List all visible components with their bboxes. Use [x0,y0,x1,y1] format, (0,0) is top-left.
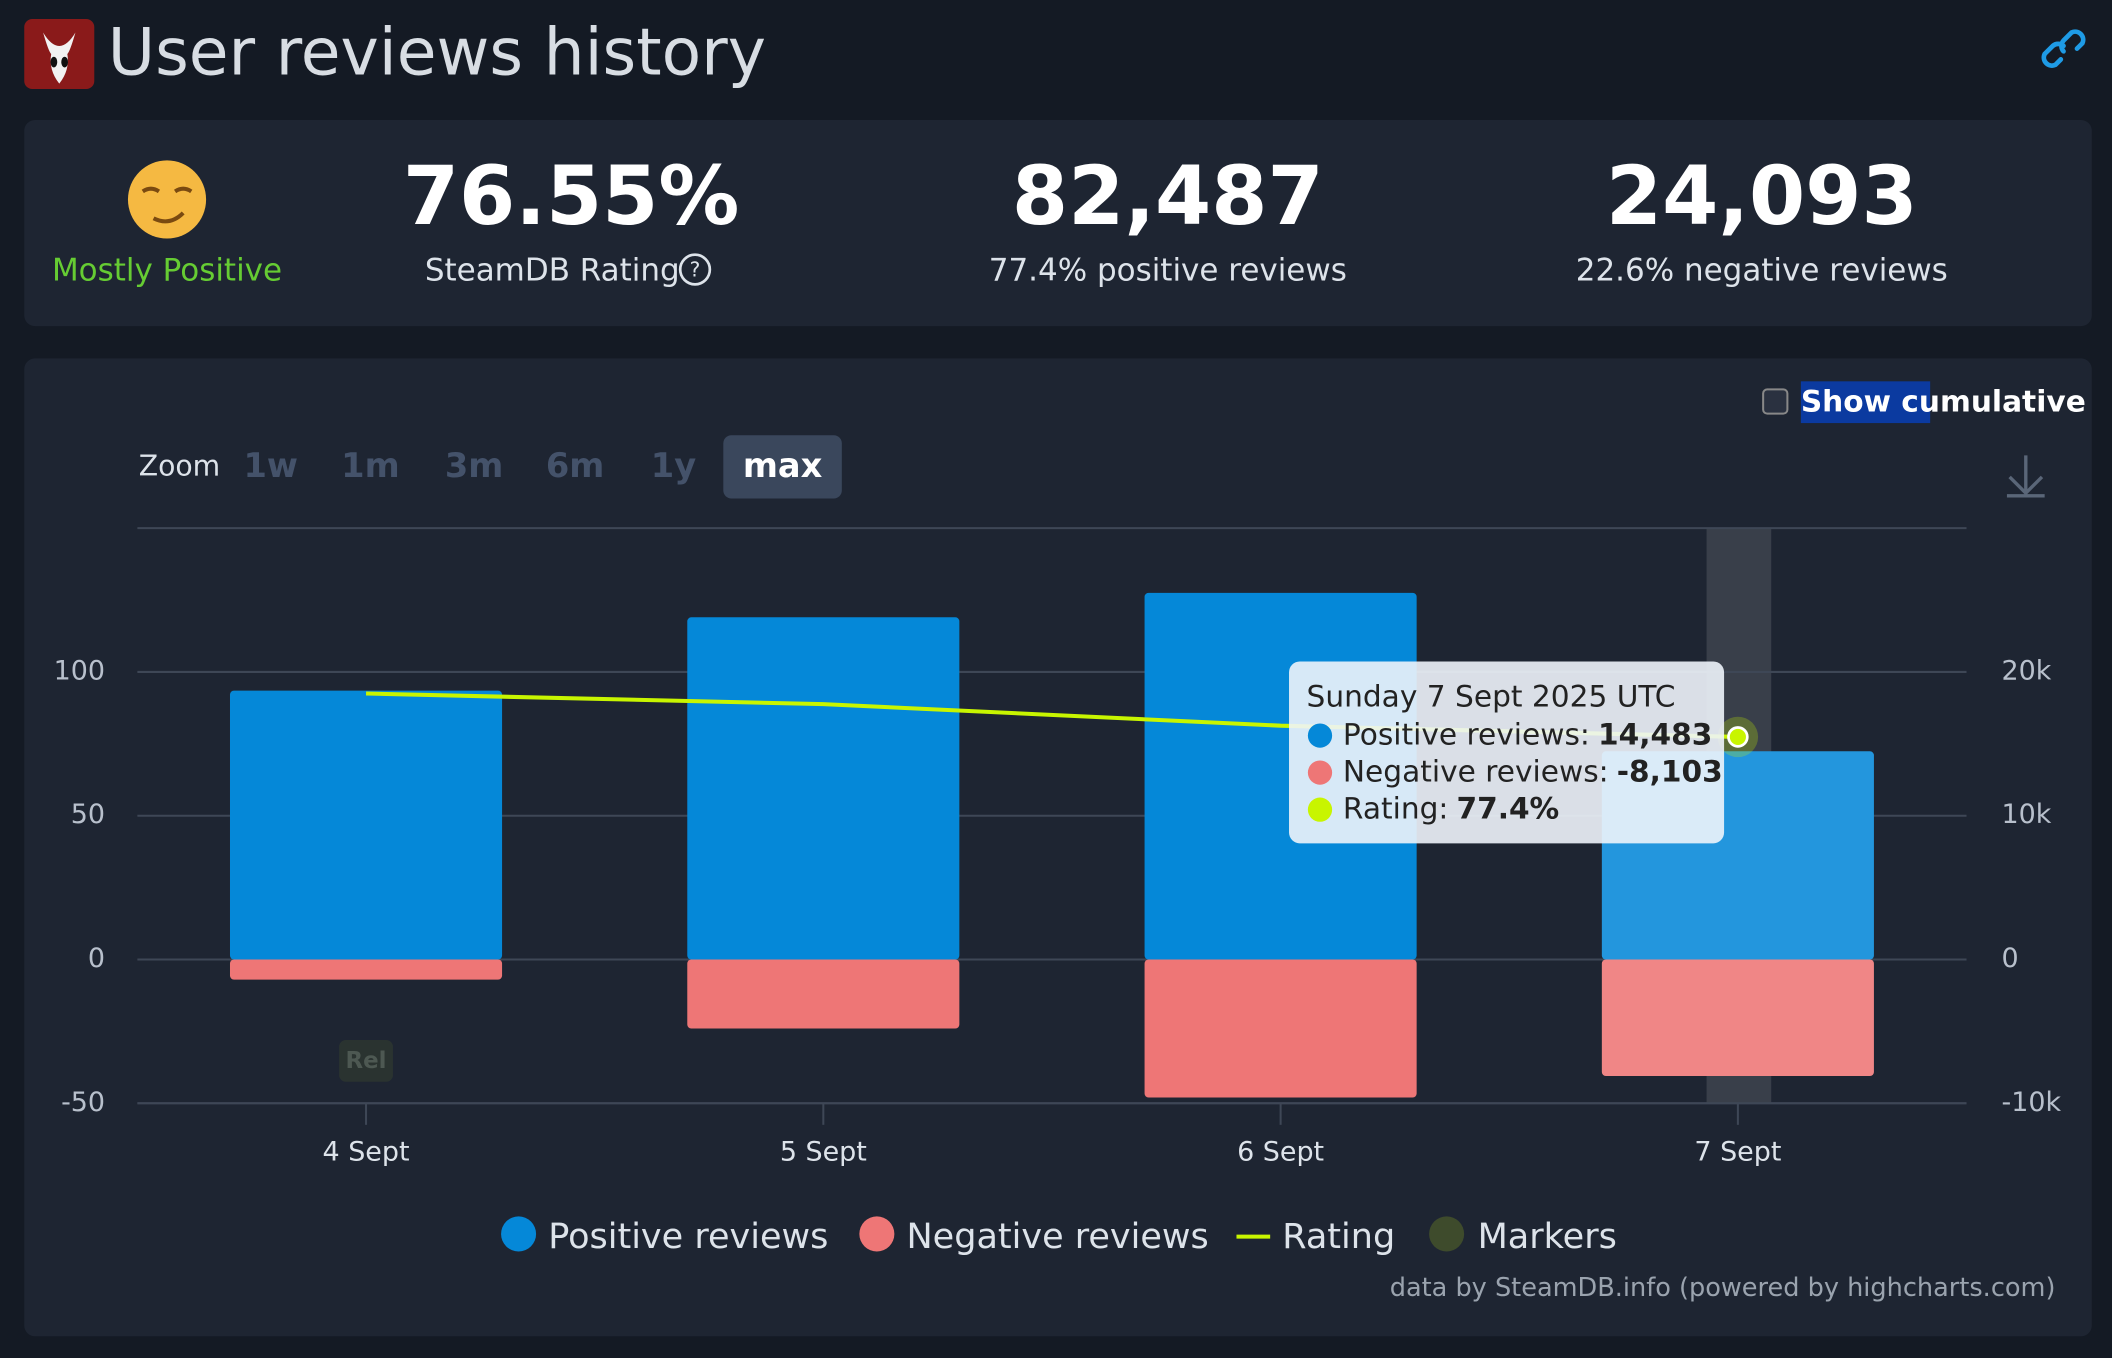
tooltip-item: Negative reviews: -8,103 [1343,753,1723,788]
tooltip-swatch [1307,723,1333,748]
rating-value: 76.55% [403,150,740,244]
tooltip-item-label: Negative reviews: [1343,753,1609,788]
zoom-option[interactable]: 3m [445,446,504,485]
verdict: Mostly Positive [52,253,282,289]
negative-label: 22.6% negative reviews [1576,253,1948,289]
x-tick-label: 4 Sept [323,1137,410,1168]
link-icon[interactable] [2041,29,2086,68]
page-title: User reviews history [108,15,766,90]
plot: -50 0 50 100 -10k 0 10k 20k 4 Sept 5 Sept 6 Sept 7 … [54,592,2062,1303]
tooltip-swatch [1307,797,1333,822]
legend-label[interactable]: Negative reviews [906,1216,1208,1257]
legend-label[interactable]: Positive reviews [548,1216,828,1257]
download-icon[interactable] [2006,455,2045,498]
cumulative-checkbox[interactable] [1762,388,1789,415]
svg-text:?: ? [690,257,701,281]
positive-count: 82,487 [1012,150,1324,244]
bar [687,959,960,1029]
y-tick-label: -50 [61,1087,105,1118]
legend-swatch[interactable] [1429,1216,1465,1252]
y2-tick-label: -10k [2002,1087,2062,1118]
negative-count: 24,093 [1606,150,1918,244]
help-icon[interactable]: ? [678,253,712,286]
marker-box [339,1039,393,1082]
bar [229,959,503,980]
tooltip-item-label: Positive reviews: [1343,716,1590,751]
zoom-option[interactable]: 1m [341,446,399,485]
zoom-option[interactable]: max [743,446,823,485]
text-selection [1800,381,1931,424]
tooltip-box [1289,661,1725,844]
legend-swatch[interactable] [501,1216,537,1252]
y2-tick-label: 20k [2002,655,2052,686]
positive-label: 77.4% positive reviews [989,253,1347,289]
tooltip-item-value: 77.4% [1456,790,1559,825]
bar [687,617,960,960]
zoom-buttons: 1w 1m 3m 6m 1y max [243,435,842,499]
y-tick-label: 100 [54,655,105,686]
chart-panel [24,358,2092,1337]
zoom-option[interactable]: 6m [546,446,605,485]
legend-label[interactable]: Markers [1478,1216,1617,1257]
y-tick-label: 0 [88,943,105,974]
verdict-emoji [127,160,207,239]
tooltip-item-value: 14,483 [1598,716,1712,751]
y2-tick-label: 0 [2002,943,2019,974]
cumulative-label[interactable]: Show cumulative [1801,383,2086,418]
y2-tick-label: 10k [2002,799,2052,830]
tooltip-item: Positive reviews: 14,483 [1343,716,1712,751]
y-tick-label: 50 [71,799,105,830]
rating-label: SteamDB Rating [425,253,680,289]
legend-label[interactable]: Rating [1282,1216,1395,1257]
zoom-option[interactable]: 1w [243,446,298,485]
x-tick-label: 7 Sept [1694,1137,1781,1168]
zoom-label: Zoom [139,450,220,483]
tooltip-swatch [1307,760,1333,785]
x-tick-label: 6 Sept [1237,1137,1324,1168]
stats-panel [24,120,2092,327]
credits[interactable]: data by SteamDB.info (powered by highcha… [1390,1273,2056,1303]
hover-point [1727,726,1749,748]
bar [229,690,503,960]
tooltip-item-label: Rating: [1343,790,1449,825]
x-tick-label: 5 Sept [780,1137,867,1168]
zoom-button-active[interactable] [723,435,842,499]
game-icon [24,19,95,90]
bar [1144,959,1417,1098]
legend-swatch[interactable] [859,1216,895,1252]
tooltip-title: Sunday 7 Sept 2025 UTC [1307,678,1676,713]
bar [1601,959,1874,1077]
tooltip-item: Rating: 77.4% [1343,790,1559,825]
marker-label: Rel [346,1048,387,1074]
tooltip-item-value: -8,103 [1617,753,1723,788]
zoom-option[interactable]: 1y [651,446,696,485]
